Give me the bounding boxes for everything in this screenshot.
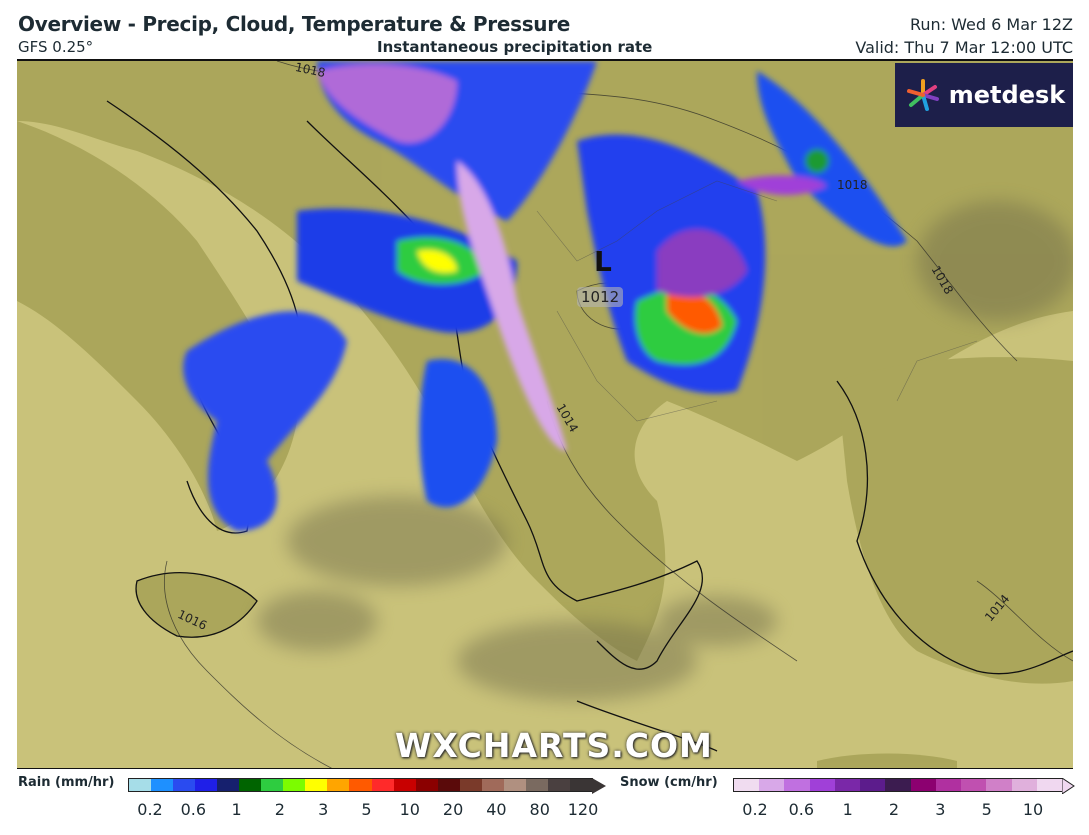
run-time: Run: Wed 6 Mar 12Z: [910, 15, 1073, 34]
cloud-cover: [257, 201, 1073, 701]
rain-color-swatch: [195, 779, 218, 791]
rain-tick-label: 3: [318, 800, 329, 819]
map-graphic: [17, 61, 1073, 768]
metdesk-flower-icon: [906, 79, 939, 111]
snow-tick-label: 0.6: [788, 800, 815, 819]
snow-tick-label: 0.2: [742, 800, 768, 819]
rain-tick-label: 2: [274, 800, 285, 819]
rain-tick-label: 5: [361, 800, 372, 819]
valid-time: Valid: Thu 7 Mar 12:00 UTC: [855, 38, 1073, 57]
snow-colorbar: [733, 778, 1063, 792]
low-pressure-symbol: L: [594, 245, 612, 278]
low-pressure-value: 1012: [577, 287, 624, 307]
rain-tick-label: 120: [567, 800, 599, 819]
snow-tick-label: 3: [935, 800, 946, 819]
rain-color-swatch: [459, 779, 482, 791]
model-label: GFS 0.25°: [18, 38, 94, 56]
snow-color-swatch: [1036, 779, 1063, 791]
snow-tick-label: 2: [888, 800, 900, 819]
rain-color-swatch: [173, 779, 196, 791]
rain-color-swatch: [129, 779, 152, 791]
snow-color-swatch: [1011, 779, 1037, 791]
borders: [536, 180, 978, 422]
rain-color-swatch: [327, 779, 350, 791]
snow-color-swatch: [784, 779, 810, 791]
rain-tick-label: 0.6: [180, 800, 207, 819]
snow-color-swatch: [809, 779, 835, 791]
rain-tick-label: 80: [529, 800, 550, 819]
snow-tick-label: 1: [842, 800, 853, 819]
rain-colorbar-arrow: [592, 778, 606, 794]
rain-color-swatch: [503, 779, 526, 791]
rain-legend-label: Rain (mm/hr): [18, 775, 115, 790]
rain-color-swatch: [569, 779, 592, 791]
snow-color-swatch: [910, 779, 936, 791]
weather-map[interactable]: metdesk L 1012 1018 1018 1018 1014 1014 …: [17, 59, 1073, 769]
snow-tick-label: 10: [1022, 800, 1044, 819]
rain-color-swatch: [283, 779, 306, 791]
rain-color-swatch: [525, 779, 548, 791]
rain-color-swatch: [371, 779, 394, 791]
snow-color-swatch: [961, 779, 987, 791]
rain-tick-label: 0.2: [137, 800, 163, 819]
snow-color-swatch: [834, 779, 861, 791]
rain-color-swatch: [437, 779, 460, 791]
rain-tick-label: 10: [399, 800, 420, 819]
snow-color-swatch: [734, 779, 760, 791]
metdesk-logo: metdesk: [895, 63, 1073, 127]
snow-color-swatch: [986, 779, 1012, 791]
rain-color-swatch: [151, 779, 174, 791]
snow-color-swatch: [935, 779, 962, 791]
rain-color-swatch: [415, 779, 438, 791]
snow-color-swatch: [759, 779, 785, 791]
rain-color-swatch: [393, 779, 416, 791]
isobar-label: 1018: [837, 178, 868, 192]
snow-tick-label: 5: [981, 800, 992, 819]
rain-colorbar: [128, 778, 593, 792]
chart-title: Overview - Precip, Cloud, Temperature & …: [18, 12, 571, 36]
rain-color-swatch: [217, 779, 240, 791]
precipitation: [183, 61, 907, 531]
rain-color-swatch: [239, 779, 262, 791]
rain-color-swatch: [261, 779, 284, 791]
snow-color-swatch: [860, 779, 886, 791]
metdesk-logo-text: metdesk: [948, 81, 1066, 109]
rain-tick-label: 20: [442, 800, 464, 819]
rain-color-swatch: [349, 779, 372, 791]
field-subtitle: Instantaneous precipitation rate: [377, 38, 653, 56]
rain-color-swatch: [305, 779, 328, 791]
rain-tick-label: 40: [486, 800, 507, 819]
rain-tick-label: 1: [231, 800, 242, 819]
snow-colorbar-arrow: [1062, 778, 1075, 794]
wxcharts-watermark: WXCHARTS.COM: [395, 726, 713, 765]
rain-color-swatch: [547, 779, 570, 791]
snow-legend-label: Snow (cm/hr): [620, 775, 718, 790]
rain-color-swatch: [481, 779, 504, 791]
snow-color-swatch: [885, 779, 911, 791]
